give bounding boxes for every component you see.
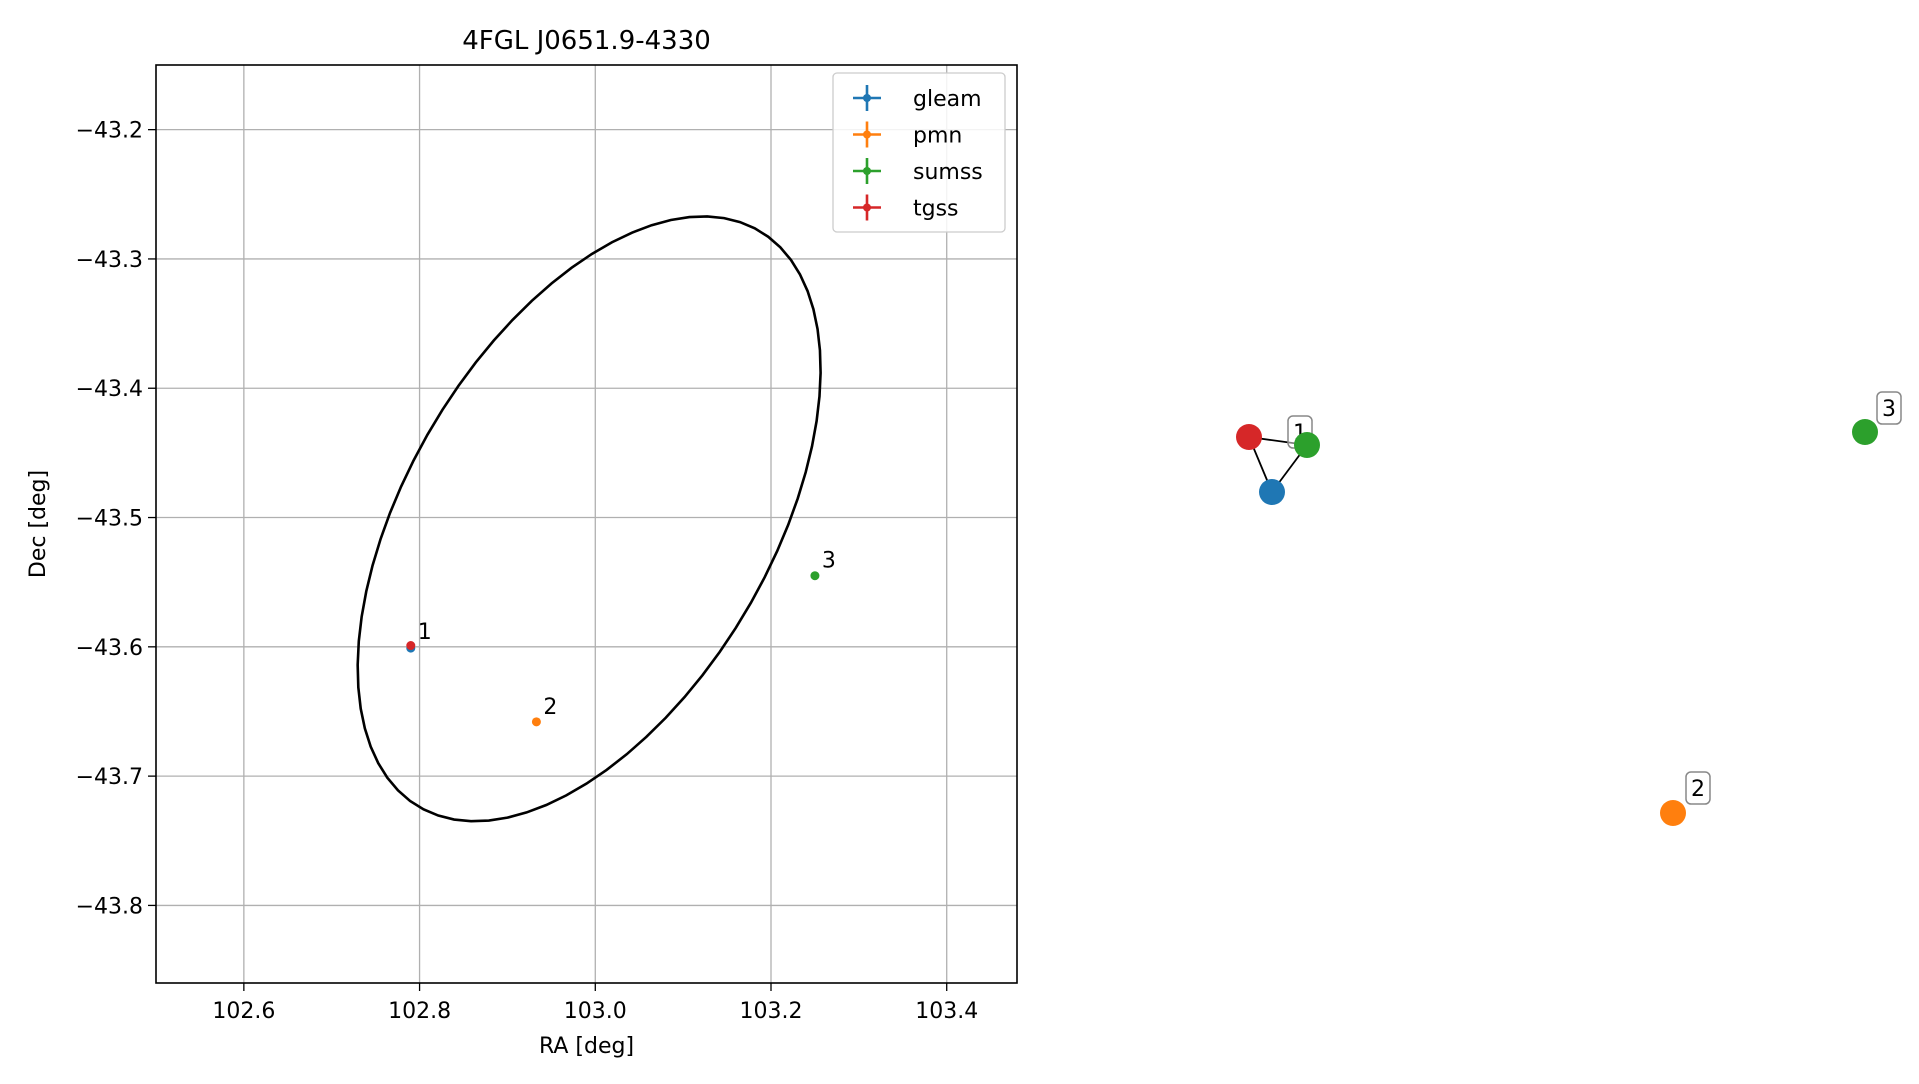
graph-label-box xyxy=(1685,771,1711,805)
annotations-layer: 1 2 3 xyxy=(418,549,836,720)
annotation-label: 2 xyxy=(543,695,557,720)
y-axis-label: Dec [deg] xyxy=(26,470,51,578)
x-axis-label: RA [deg] xyxy=(539,1034,634,1059)
point-sumss xyxy=(810,571,820,581)
x-tick-label: 103.2 xyxy=(740,999,803,1024)
y-tick-label: −43.8 xyxy=(76,894,143,919)
axes-frame xyxy=(155,64,1018,984)
annotation-label: 3 xyxy=(822,549,836,574)
annotation-label: 1 xyxy=(418,620,432,645)
graph-node-sumss-3 xyxy=(1852,419,1878,445)
legend: gleam pmn sumss tgss xyxy=(832,72,1006,233)
legend-entry-pmn: pmn xyxy=(913,124,962,149)
error-ellipse xyxy=(356,215,822,823)
point-tgss xyxy=(406,641,416,651)
graph-node-pmn-2 xyxy=(1660,800,1686,826)
y-tick-label: −43.4 xyxy=(76,377,143,402)
legend-entry-sumss: sumss xyxy=(913,160,983,185)
y-tick-label: −43.7 xyxy=(76,765,143,790)
x-tick-label: 103.0 xyxy=(564,999,627,1024)
y-tick-label: −43.6 xyxy=(76,636,143,661)
ticks-layer: 102.6 102.8 103.0 103.2 103.4 −43.2 −43.3 −43.4… xyxy=(76,119,979,1024)
legend-box xyxy=(832,72,1006,233)
legend-marker-dot xyxy=(863,203,871,212)
grid xyxy=(156,65,1017,983)
graph-node-gleam-1 xyxy=(1259,479,1285,505)
legend-marker-dot xyxy=(863,167,871,175)
y-tick-label: −43.5 xyxy=(76,507,143,532)
y-tick-label: −43.3 xyxy=(76,248,143,273)
association-graph-panel: 123 xyxy=(1236,391,1902,826)
points-layer xyxy=(406,571,820,727)
graph-label-box xyxy=(1876,391,1902,425)
legend-entry-tgss: tgss xyxy=(913,197,959,222)
x-tick-label: 102.6 xyxy=(212,999,275,1024)
legend-entry-gleam: gleam xyxy=(913,87,982,112)
graph-node-tgss-1 xyxy=(1236,424,1262,450)
legend-marker-dot xyxy=(863,94,871,102)
graph-label: 2 xyxy=(1691,777,1705,802)
y-tick-label: −43.2 xyxy=(76,119,143,144)
sky-map-panel: 1 2 3 102.6 102.8 103.0 103.2 103.4 −43.2 −43.3 −… xyxy=(26,26,1018,1059)
error-ellipse-layer xyxy=(356,215,822,823)
x-tick-label: 102.8 xyxy=(388,999,451,1024)
point-pmn xyxy=(531,717,541,727)
legend-marker-dot xyxy=(863,130,871,139)
x-tick-label: 103.4 xyxy=(915,999,978,1024)
chart-title: 4FGL J0651.9-4330 xyxy=(462,26,711,56)
graph-node-sumss-1 xyxy=(1294,432,1320,458)
graph-label: 3 xyxy=(1882,397,1896,422)
